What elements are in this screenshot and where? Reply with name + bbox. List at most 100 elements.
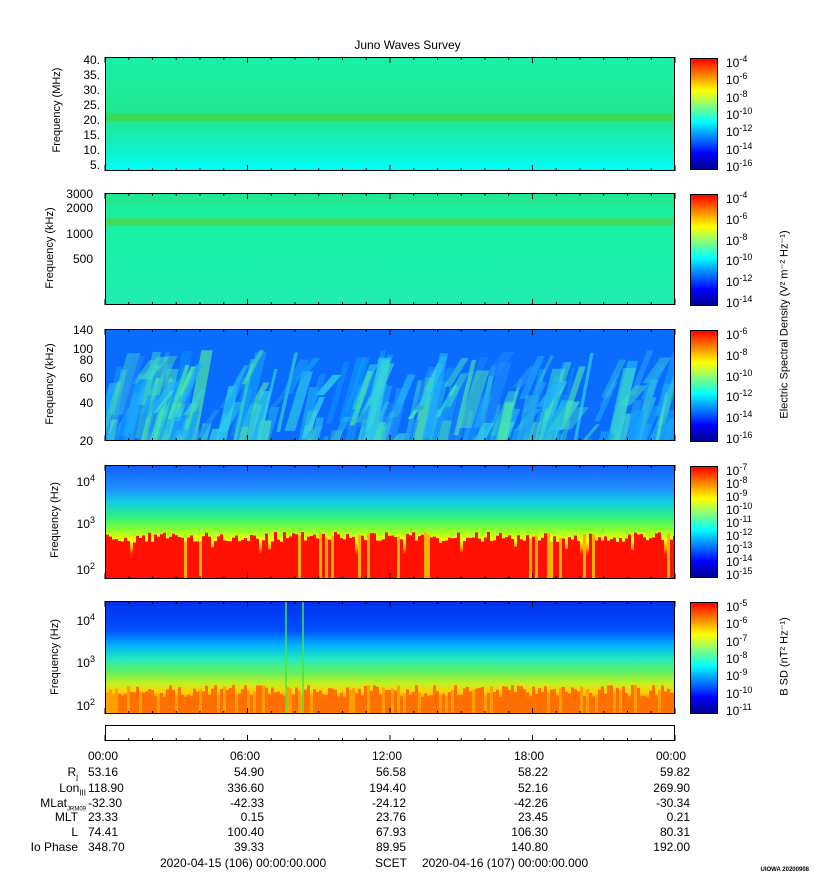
spectrogram-streak bbox=[114, 356, 145, 415]
spectrogram-column bbox=[289, 536, 292, 578]
spectrogram-column bbox=[559, 537, 562, 578]
spectrogram-column bbox=[187, 694, 190, 713]
ephemeris-value: 0.15 bbox=[240, 810, 264, 824]
spectrogram-streak bbox=[628, 410, 645, 440]
panel-3-ytick: 100 bbox=[72, 342, 93, 356]
spectrogram-column bbox=[565, 549, 568, 578]
colorbar-tick-label: 10-10 bbox=[726, 684, 753, 701]
spectrogram-column bbox=[661, 685, 664, 713]
spectrogram-column bbox=[268, 693, 271, 713]
spectrogram-column bbox=[385, 532, 388, 578]
spectrogram-column bbox=[262, 685, 265, 713]
spectrogram-column bbox=[262, 540, 265, 578]
spectrogram-streak bbox=[462, 396, 492, 440]
spectrogram-column bbox=[508, 690, 511, 713]
colorbar-1 bbox=[690, 58, 718, 170]
colorbar-tick-label: 10-14 bbox=[726, 294, 753, 310]
spectrogram-column bbox=[541, 692, 544, 713]
spectrogram-streak bbox=[151, 381, 181, 409]
spectrogram-streak bbox=[542, 394, 568, 440]
spectrogram-streak bbox=[295, 357, 321, 379]
spectrogram-column bbox=[169, 685, 172, 713]
colorbar-5 bbox=[690, 602, 718, 714]
spectrogram-column bbox=[400, 696, 403, 713]
colorbar-tick-label: 10-8 bbox=[726, 231, 748, 248]
spectrogram-column bbox=[295, 534, 298, 578]
spectrogram-streak bbox=[303, 439, 315, 440]
spectrogram-column bbox=[283, 696, 286, 713]
colorbar-tick-label: 10-7 bbox=[726, 462, 748, 478]
spectrogram-column bbox=[325, 537, 328, 578]
spectrogram-column bbox=[253, 535, 256, 578]
spectrogram-column bbox=[166, 689, 169, 713]
spectrogram-column bbox=[406, 534, 409, 578]
spectrogram-column bbox=[520, 686, 523, 713]
spectrogram-streak bbox=[106, 366, 123, 440]
panel-1-ytick: 35. bbox=[83, 68, 100, 82]
spectrogram-streak bbox=[558, 407, 590, 430]
spectrogram-column bbox=[541, 537, 544, 578]
ephemeris-value: 39.33 bbox=[233, 840, 264, 854]
spectrogram-column bbox=[178, 687, 181, 713]
spectrogram-column bbox=[229, 541, 232, 578]
spectrogram-column bbox=[454, 685, 457, 713]
spectrogram-column bbox=[133, 542, 136, 578]
spectrogram-streak bbox=[458, 370, 490, 429]
spectrogram-column bbox=[256, 685, 259, 713]
spectrogram-column bbox=[433, 536, 436, 578]
spectrogram-streak bbox=[186, 405, 201, 440]
panel-3-ytick: 60 bbox=[79, 371, 93, 385]
spectrogram-column bbox=[337, 696, 340, 713]
spectrogram-column bbox=[550, 541, 553, 578]
spectrogram-column bbox=[202, 691, 205, 713]
spectrogram-column bbox=[322, 694, 325, 713]
spectrogram-column bbox=[118, 540, 121, 578]
spectrogram-column bbox=[586, 555, 589, 578]
spectrogram-column bbox=[121, 695, 124, 713]
panel-4-ytick: 103 bbox=[76, 515, 95, 531]
spectrogram-column bbox=[490, 686, 493, 713]
spectrogram-column bbox=[163, 696, 166, 713]
spectrogram-column bbox=[640, 695, 643, 713]
spectrogram-column bbox=[580, 686, 583, 713]
panel-1-ytick: 20. bbox=[83, 113, 100, 127]
spectrogram-column bbox=[301, 532, 304, 578]
spectrogram-column bbox=[124, 693, 127, 713]
spectrogram-streak bbox=[241, 350, 265, 385]
spectrogram-streak bbox=[175, 434, 186, 440]
spectrogram-column bbox=[577, 691, 580, 713]
spectrogram-streak bbox=[656, 428, 662, 440]
colorbar-tick-label: 10-15 bbox=[726, 566, 753, 582]
spectrogram-column bbox=[448, 692, 451, 713]
spectrogram-column bbox=[481, 687, 484, 713]
spectrogram-column bbox=[211, 688, 214, 713]
panel-2-ylabel: Frequency (kHz) bbox=[44, 207, 56, 289]
spectrogram-streak bbox=[497, 402, 514, 440]
magnetic-colorbar-title: B SD (nT² Hz⁻¹) bbox=[778, 617, 791, 696]
colorbar-tick-label: 10-10 bbox=[726, 252, 753, 269]
spectrogram-column bbox=[229, 687, 232, 713]
ephemeris-value: 52.16 bbox=[517, 781, 548, 795]
spectrogram-streak bbox=[374, 421, 386, 440]
spectrogram-column bbox=[142, 692, 145, 713]
spectrogram-streak bbox=[323, 436, 329, 440]
spectrogram-column bbox=[280, 541, 283, 578]
spectrogram-column bbox=[199, 540, 202, 578]
spectrogram-column bbox=[106, 692, 109, 713]
colorbar-4 bbox=[690, 466, 718, 578]
spectrogram-streak bbox=[428, 434, 435, 440]
ephemeris-value: 23.76 bbox=[375, 810, 406, 824]
spectrogram-column bbox=[598, 689, 601, 713]
spectrogram-column bbox=[475, 532, 478, 578]
spectrogram-column bbox=[535, 535, 538, 578]
spectrogram-column bbox=[109, 689, 112, 713]
spectrogram-column bbox=[319, 690, 322, 713]
spectrogram-column bbox=[658, 532, 661, 578]
x-tick-label: 12:00 bbox=[372, 749, 403, 763]
spectrogram-streak bbox=[477, 375, 494, 440]
spectrogram-column bbox=[181, 694, 184, 713]
spectrogram-column bbox=[340, 538, 343, 578]
spectrogram-column bbox=[382, 539, 385, 578]
spectrogram-column bbox=[175, 695, 178, 713]
spectrogram-column bbox=[544, 686, 547, 713]
